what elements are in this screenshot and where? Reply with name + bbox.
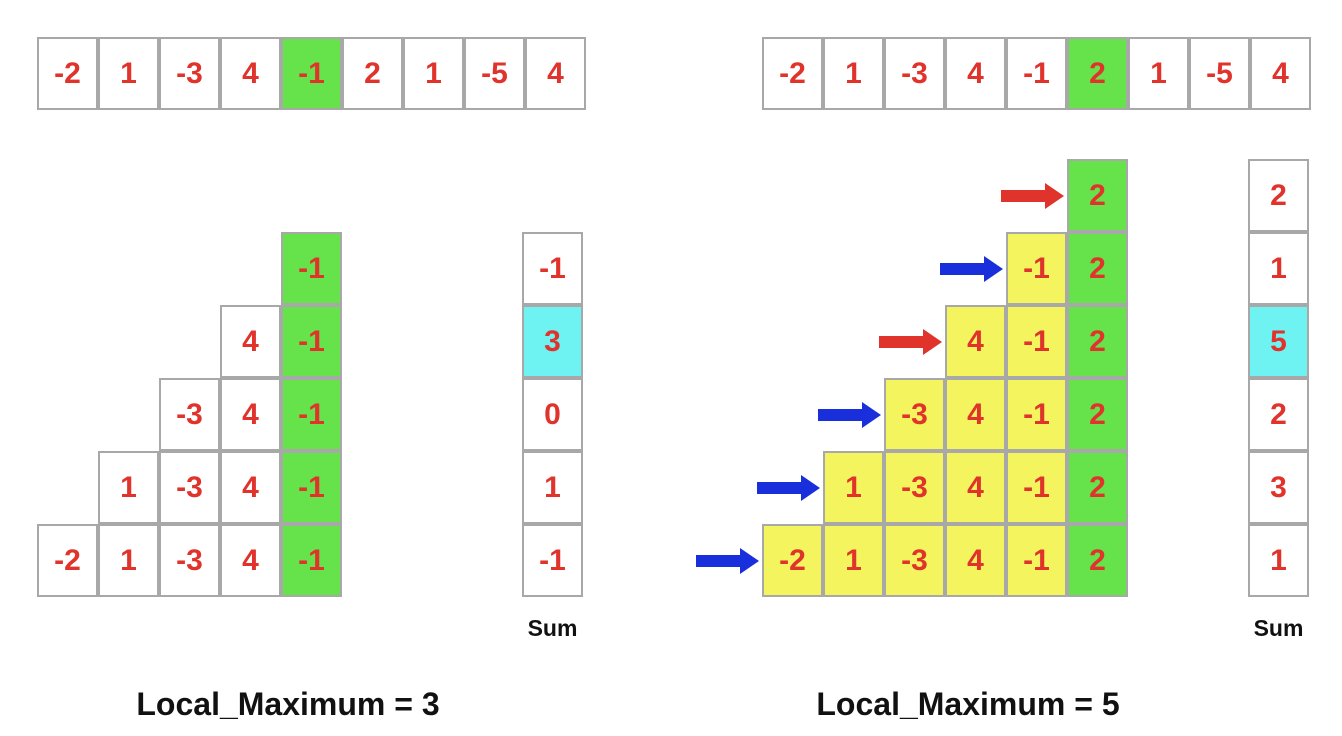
- left-subarray-cell: -1: [281, 232, 342, 305]
- left-subarray-cell: -3: [159, 378, 220, 451]
- left-subarray-cell: 4: [220, 524, 281, 597]
- right-array-cell: 1: [1128, 37, 1189, 110]
- right-subarray-cell: -3: [884, 378, 945, 451]
- left-sum-cell: -1: [522, 232, 583, 305]
- left-subarray-cell: 4: [220, 451, 281, 524]
- left-subarray-cell: -1: [281, 451, 342, 524]
- right-subarray-cell: 4: [945, 378, 1006, 451]
- left-subarray-cell: -1: [281, 524, 342, 597]
- right-subarray-cell: -1: [1006, 378, 1067, 451]
- right-subarray-cell: 1: [823, 524, 884, 597]
- right-subarray-cell: -3: [884, 524, 945, 597]
- left-sum-label: Sum: [527, 615, 578, 641]
- right-arrow-icon: [1001, 182, 1064, 209]
- left-subarray-cell: -1: [281, 305, 342, 378]
- left-array-cell: 4: [220, 37, 281, 110]
- right-subarray-cell: 1: [823, 451, 884, 524]
- right-array-cell: 2: [1067, 37, 1128, 110]
- left-subarray-cell: 1: [98, 524, 159, 597]
- right-subarray-cell: 4: [945, 524, 1006, 597]
- right-sum-cell: 1: [1248, 232, 1309, 305]
- left-subarray-cell: -1: [281, 378, 342, 451]
- right-arrow-icon: [696, 547, 759, 574]
- right-array-cell: 4: [1250, 37, 1311, 110]
- right-subarray-cell: 2: [1067, 524, 1128, 597]
- right-arrow-icon: [879, 328, 942, 355]
- right-array-cell: -1: [1006, 37, 1067, 110]
- right-sum-cell: 3: [1248, 451, 1309, 524]
- right-local-maximum-title: Local_Maximum = 5: [816, 686, 1120, 722]
- left-array-cell: -5: [464, 37, 525, 110]
- right-subarray-cell: -1: [1006, 305, 1067, 378]
- right-subarray-cell: -3: [884, 451, 945, 524]
- right-subarray-cell: 2: [1067, 451, 1128, 524]
- left-sum-cell: 3: [522, 305, 583, 378]
- right-subarray-cell: -2: [762, 524, 823, 597]
- right-sum-cell: 2: [1248, 378, 1309, 451]
- right-subarray-cell: 4: [945, 451, 1006, 524]
- right-arrow-icon: [818, 401, 881, 428]
- left-subarray-cell: -2: [37, 524, 98, 597]
- right-subarray-cell: -1: [1006, 524, 1067, 597]
- left-array-cell: 2: [342, 37, 403, 110]
- right-sum-label: Sum: [1253, 615, 1304, 641]
- right-arrow-icon: [940, 255, 1003, 282]
- right-sum-cell: 1: [1248, 524, 1309, 597]
- right-subarray-cell: -1: [1006, 232, 1067, 305]
- left-subarray-cell: -3: [159, 524, 220, 597]
- right-sum-cell: 2: [1248, 159, 1309, 232]
- left-array-cell: 1: [98, 37, 159, 110]
- left-sum-cell: 1: [522, 451, 583, 524]
- left-subarray-cell: 1: [98, 451, 159, 524]
- right-array-cell: -2: [762, 37, 823, 110]
- right-arrow-icon: [757, 474, 820, 501]
- left-local-maximum-title: Local_Maximum = 3: [136, 686, 440, 722]
- left-subarray-cell: 4: [220, 378, 281, 451]
- right-sum-cell: 5: [1248, 305, 1309, 378]
- left-subarray-cell: -3: [159, 451, 220, 524]
- right-array-cell: -3: [884, 37, 945, 110]
- right-array-cell: 4: [945, 37, 1006, 110]
- left-array-cell: -3: [159, 37, 220, 110]
- left-array-cell: 1: [403, 37, 464, 110]
- right-array-cell: 1: [823, 37, 884, 110]
- left-subarray-cell: 4: [220, 305, 281, 378]
- left-array-cell: -2: [37, 37, 98, 110]
- left-sum-cell: -1: [522, 524, 583, 597]
- right-subarray-cell: 2: [1067, 378, 1128, 451]
- right-subarray-cell: 4: [945, 305, 1006, 378]
- right-array-cell: -5: [1189, 37, 1250, 110]
- right-subarray-cell: 2: [1067, 232, 1128, 305]
- right-subarray-cell: 2: [1067, 159, 1128, 232]
- left-sum-cell: 0: [522, 378, 583, 451]
- right-subarray-cell: 2: [1067, 305, 1128, 378]
- left-array-cell: 4: [525, 37, 586, 110]
- left-array-cell: -1: [281, 37, 342, 110]
- right-subarray-cell: -1: [1006, 451, 1067, 524]
